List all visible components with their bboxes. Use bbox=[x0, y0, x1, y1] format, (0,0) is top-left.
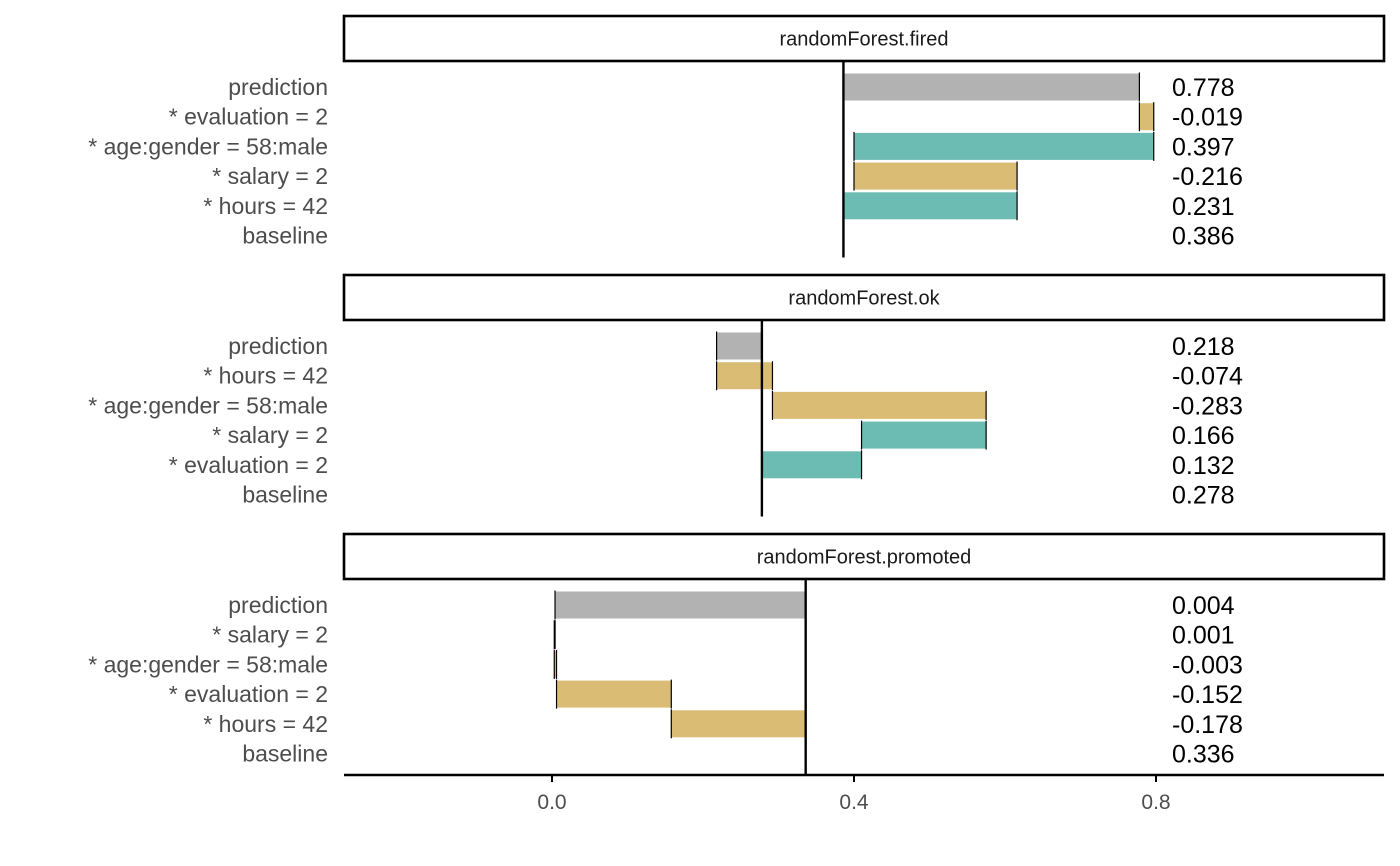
contribution-bar bbox=[1139, 103, 1154, 131]
variable-label: * salary = 2 bbox=[212, 422, 328, 448]
contribution-bar bbox=[772, 391, 987, 419]
variable-label: * hours = 42 bbox=[203, 363, 328, 389]
variable-label: * hours = 42 bbox=[203, 711, 328, 737]
contribution-bar bbox=[671, 710, 806, 738]
value-label: 0.132 bbox=[1172, 452, 1235, 480]
panel-0: randomForest.fired prediction 0.778 * evalu… bbox=[88, 14, 1386, 258]
contribution-bar bbox=[843, 73, 1140, 101]
variable-label: baseline bbox=[242, 482, 328, 508]
variable-label: * salary = 2 bbox=[212, 163, 328, 189]
value-label: 0.336 bbox=[1172, 741, 1235, 769]
variable-label: * evaluation = 2 bbox=[169, 104, 328, 130]
panel-strip bbox=[342, 532, 1386, 581]
variable-label: prediction bbox=[228, 592, 328, 618]
contribution-bar bbox=[761, 451, 862, 479]
value-label: 0.778 bbox=[1172, 74, 1235, 102]
panel-strip bbox=[342, 14, 1386, 63]
x-tick-label: 0.0 bbox=[537, 791, 566, 814]
variable-label: * evaluation = 2 bbox=[169, 681, 328, 707]
panel-1: randomForest.ok prediction 0.218 * hours = … bbox=[88, 273, 1386, 517]
panel-strip-label: randomForest.promoted bbox=[757, 547, 972, 569]
value-label: 0.218 bbox=[1172, 333, 1235, 361]
variable-label: * age:gender = 58:male bbox=[88, 133, 328, 159]
variable-label: * evaluation = 2 bbox=[169, 452, 328, 478]
x-tick-label: 0.8 bbox=[1141, 791, 1170, 814]
contribution-bar bbox=[861, 421, 987, 449]
value-label: 0.166 bbox=[1172, 422, 1235, 450]
contribution-bar bbox=[556, 680, 672, 708]
value-label: -0.074 bbox=[1172, 363, 1243, 391]
contribution-bar bbox=[555, 591, 806, 619]
value-label: -0.003 bbox=[1172, 651, 1243, 679]
variable-label: * salary = 2 bbox=[212, 622, 328, 648]
contribution-bar bbox=[854, 132, 1154, 160]
x-axis: 0.0 0.4 0.8 bbox=[344, 773, 1384, 814]
variable-label: baseline bbox=[242, 741, 328, 767]
value-label: 0.397 bbox=[1172, 133, 1235, 161]
panel-strip-label: randomForest.fired bbox=[780, 29, 949, 51]
contribution-bar bbox=[554, 650, 557, 678]
contribution-bar bbox=[716, 362, 773, 390]
value-label: -0.178 bbox=[1172, 711, 1243, 739]
variable-label: * hours = 42 bbox=[203, 193, 328, 219]
chart-panels: randomForest.fired prediction 0.778 * evalu… bbox=[88, 14, 1386, 776]
contribution-bar bbox=[716, 332, 762, 360]
value-label: 0.231 bbox=[1172, 193, 1235, 221]
panel-2: randomForest.promoted prediction 0.004 * sa… bbox=[88, 532, 1386, 776]
contribution-bar bbox=[843, 192, 1018, 220]
value-label: 0.001 bbox=[1172, 622, 1235, 650]
variable-label: * age:gender = 58:male bbox=[88, 392, 328, 418]
value-label: 0.278 bbox=[1172, 482, 1235, 510]
panel-strip-label: randomForest.ok bbox=[788, 288, 940, 310]
value-label: -0.216 bbox=[1172, 163, 1243, 191]
value-label: 0.004 bbox=[1172, 592, 1235, 620]
value-label: -0.019 bbox=[1172, 104, 1243, 132]
x-tick-label: 0.4 bbox=[839, 791, 869, 814]
variable-label: prediction bbox=[228, 333, 328, 359]
variable-label: prediction bbox=[228, 74, 328, 100]
contribution-bar bbox=[854, 162, 1018, 190]
variable-label: baseline bbox=[242, 223, 328, 249]
value-label: 0.386 bbox=[1172, 223, 1235, 251]
value-label: -0.283 bbox=[1172, 392, 1243, 420]
variable-label: * age:gender = 58:male bbox=[88, 651, 328, 677]
value-label: -0.152 bbox=[1172, 681, 1243, 709]
panel-strip bbox=[342, 273, 1386, 322]
